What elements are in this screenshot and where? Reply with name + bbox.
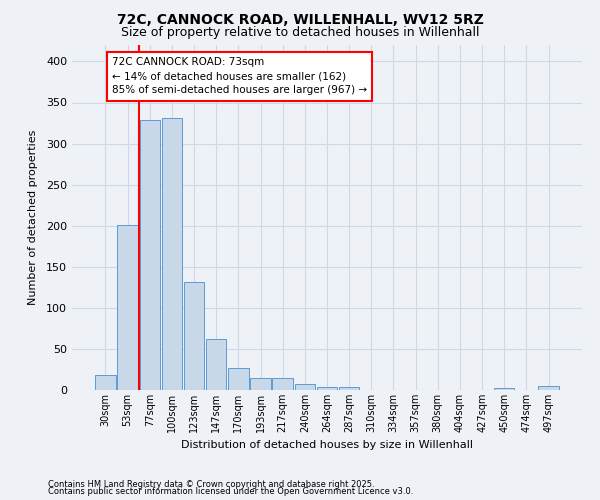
Text: Contains public sector information licensed under the Open Government Licence v3: Contains public sector information licen… — [48, 487, 413, 496]
Y-axis label: Number of detached properties: Number of detached properties — [28, 130, 38, 305]
X-axis label: Distribution of detached houses by size in Willenhall: Distribution of detached houses by size … — [181, 440, 473, 450]
Text: 72C CANNOCK ROAD: 73sqm
← 14% of detached houses are smaller (162)
85% of semi-d: 72C CANNOCK ROAD: 73sqm ← 14% of detache… — [112, 58, 367, 96]
Bar — [295, 384, 315, 390]
Bar — [538, 386, 559, 390]
Bar — [272, 378, 293, 390]
Bar — [494, 388, 514, 390]
Text: Size of property relative to detached houses in Willenhall: Size of property relative to detached ho… — [121, 26, 479, 39]
Bar — [317, 386, 337, 390]
Text: 72C, CANNOCK ROAD, WILLENHALL, WV12 5RZ: 72C, CANNOCK ROAD, WILLENHALL, WV12 5RZ — [116, 12, 484, 26]
Bar — [118, 225, 138, 390]
Bar — [206, 339, 226, 390]
Title: 72C, CANNOCK ROAD, WILLENHALL, WV12 5RZ
Size of property relative to detached ho: 72C, CANNOCK ROAD, WILLENHALL, WV12 5RZ … — [0, 499, 1, 500]
Bar — [95, 375, 116, 390]
Bar — [250, 378, 271, 390]
Bar — [184, 282, 204, 390]
Bar — [161, 118, 182, 390]
Bar — [339, 386, 359, 390]
Text: Contains HM Land Registry data © Crown copyright and database right 2025.: Contains HM Land Registry data © Crown c… — [48, 480, 374, 489]
Bar — [140, 120, 160, 390]
Bar — [228, 368, 248, 390]
